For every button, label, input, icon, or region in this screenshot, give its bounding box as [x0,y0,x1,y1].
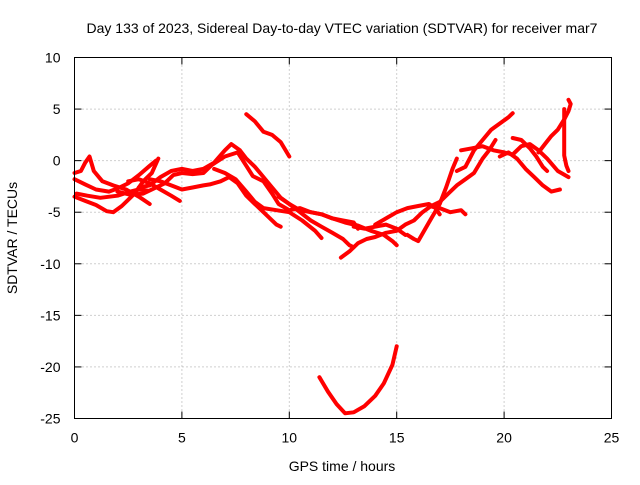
chart-title: Day 133 of 2023, Sidereal Day-to-day VTE… [87,20,598,36]
series-arc-l [338,138,498,260]
y-tick-label: -10 [40,256,60,272]
series-arc-w [317,344,399,416]
y-tick-label: 10 [45,50,61,66]
series-arc-g [147,175,283,229]
series-arc-r [459,142,571,180]
series-arc-u [536,97,573,155]
series-arc-h [126,177,182,203]
x-axis-title: GPS time / hours [289,458,396,474]
series-arc-i [212,166,324,240]
series-arc-q [454,111,515,173]
data-series [72,97,573,416]
axis-ticks [74,57,612,419]
x-tick-label: 10 [282,430,298,446]
series-arc-f [136,142,356,250]
x-tick-label: 5 [178,430,186,446]
x-tick-label: 20 [496,430,512,446]
y-tick-label: -20 [40,359,60,375]
y-tick-label: 0 [53,153,61,169]
grid-lines [74,57,612,419]
x-tick-label: 0 [71,430,79,446]
x-tick-label: 15 [389,430,405,446]
y-tick-label: -5 [48,204,61,220]
series-arc-s [497,150,562,194]
y-axis-title: SDTVAR / TECUs [4,182,20,294]
series-arc-b [72,156,161,215]
plot-frame [74,57,612,419]
y-tick-label: -15 [40,307,60,323]
y-tick-label: -25 [40,411,60,427]
axis-tick-labels: 0 5 10 15 20 25 -25 -20 -15 -10 -5 0 5 10 [40,50,619,446]
series-arc-d [74,187,150,200]
series-arc-j [244,112,292,159]
series-arc-t [510,136,550,173]
series-arc-v [562,107,571,173]
series-arc-p [426,204,468,217]
x-tick-label: 25 [604,430,620,446]
series-arc-n [351,222,408,237]
series-arc-k [276,194,360,231]
series-arc-o [405,156,459,244]
y-tick-label: 5 [53,101,61,117]
